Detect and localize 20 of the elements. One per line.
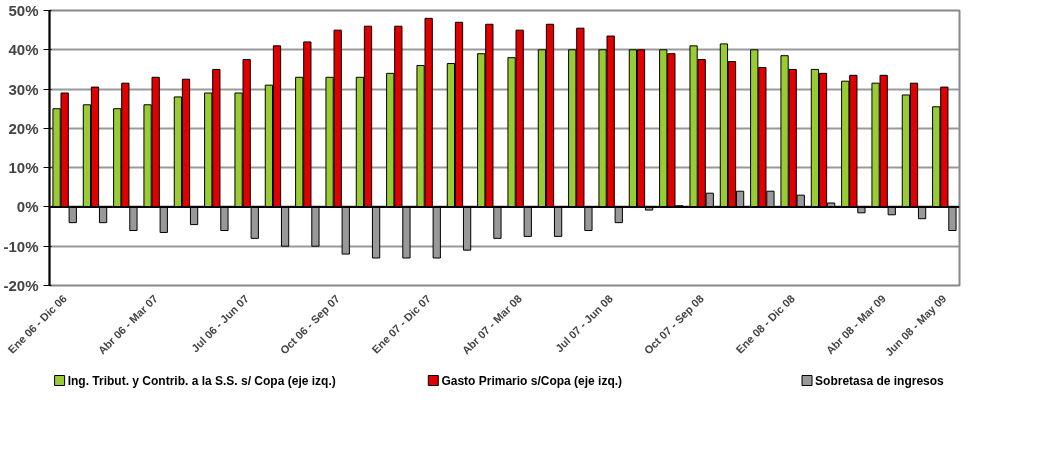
y-tick-label: 20% xyxy=(8,119,39,137)
x-tick-label: Oct 07 - Sep 08 xyxy=(641,292,706,357)
x-tick-label: Ene 07 - Dic 07 xyxy=(369,292,433,356)
legend-label: Sobretasa de ingresos xyxy=(815,373,945,388)
x-tick-label: Ene 06 - Dic 06 xyxy=(5,292,69,356)
legend-label: Ing. Tribut. y Contrib. a la S.S. s/ Copa (eje izq.) xyxy=(67,373,336,388)
y-tick-label: 0% xyxy=(16,198,39,216)
y-tick-label: -20% xyxy=(3,277,39,294)
x-tick-label: Jul 06 - Jun 07 xyxy=(188,292,251,355)
x-tick-label: Oct 06 - Sep 07 xyxy=(277,292,342,357)
x-tick-label: Abr 06 - Mar 07 xyxy=(95,292,160,357)
x-tick-label: Abr 07 - Mar 08 xyxy=(459,292,524,357)
legend-label: Gasto Primario s/Copa (eje izq.) xyxy=(441,373,623,388)
y-tick-label: 50% xyxy=(8,2,39,19)
y-tick-label: 30% xyxy=(8,80,39,98)
x-tick-label: Jul 07 - Jun 08 xyxy=(552,292,615,355)
x-tick-label: Ene 08 - Dic 08 xyxy=(733,292,797,356)
y-tick-label: 40% xyxy=(8,41,39,59)
y-tick-label: -10% xyxy=(3,237,39,255)
y-tick-label: 10% xyxy=(8,159,39,177)
